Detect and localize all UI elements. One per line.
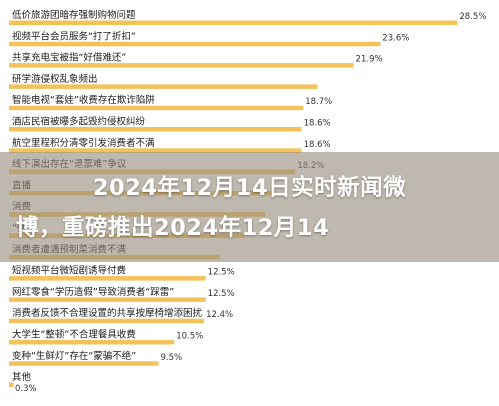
bar bbox=[9, 127, 302, 132]
value-label: 28.5% bbox=[459, 12, 486, 22]
headline-line-1: 2024年12月14日实时新闻微 bbox=[92, 175, 407, 201]
category-label: 短视频平台微短剧诱导付费 bbox=[12, 265, 126, 277]
value-label: 0.3% bbox=[15, 384, 37, 394]
category-label: 视频平台会员服务“打了折扣” bbox=[12, 30, 136, 42]
category-label: 研学游侵权乱象频出 bbox=[12, 73, 98, 85]
value-label: 12.5% bbox=[208, 289, 235, 299]
category-label: 共享充电宝被指“好借难还” bbox=[12, 52, 126, 64]
bar bbox=[9, 105, 304, 111]
category-label: 酒店民宿被曝多起毁约侵权纠纷 bbox=[12, 116, 146, 128]
bar bbox=[9, 382, 14, 388]
category-label: 低价旅游团暗存强制购物问题 bbox=[12, 9, 136, 21]
bar bbox=[9, 361, 159, 366]
value-label: 18.6% bbox=[304, 119, 331, 129]
value-label: 12.4% bbox=[206, 310, 233, 320]
bar bbox=[9, 148, 302, 153]
bar bbox=[9, 276, 206, 281]
value-label: 12.5% bbox=[208, 268, 235, 278]
category-label: 大学生“整顿”不合理餐具收费 bbox=[12, 329, 136, 341]
category-label: 网红零食“学历造假”导致消费者“踩雷” bbox=[12, 286, 174, 298]
category-label: 变种“生鲜灯”存在“蒙骗不绝” bbox=[12, 350, 136, 362]
value-label: 18.7% bbox=[305, 97, 332, 107]
bar bbox=[9, 297, 206, 302]
bar bbox=[9, 318, 205, 324]
bar bbox=[9, 84, 318, 89]
headline-line-2: 博，重磅推出2024年12月14 bbox=[16, 215, 330, 241]
bar bbox=[9, 63, 354, 68]
bar bbox=[9, 41, 381, 47]
category-label: 航空里程积分清零引发消费者不满 bbox=[12, 137, 155, 149]
category-label: 智能电视“套娃”收费存在欺诈陷阱 bbox=[12, 94, 155, 106]
category-label: 消费者反馈不合理设置的共享按摩椅增添困扰 bbox=[12, 307, 203, 319]
bar bbox=[9, 20, 458, 25]
value-label: 23.6% bbox=[382, 33, 409, 43]
value-label: 21.9% bbox=[356, 55, 383, 65]
value-label: 9.5% bbox=[160, 353, 182, 363]
category-label: 其他 bbox=[12, 371, 32, 383]
value-label: 10.5% bbox=[176, 332, 203, 342]
headline-banner: 2024年12月14日实时新闻微 博，重磅推出2024年12月14 bbox=[0, 152, 499, 262]
bar bbox=[9, 340, 175, 345]
value-label: 18.6% bbox=[304, 140, 331, 150]
